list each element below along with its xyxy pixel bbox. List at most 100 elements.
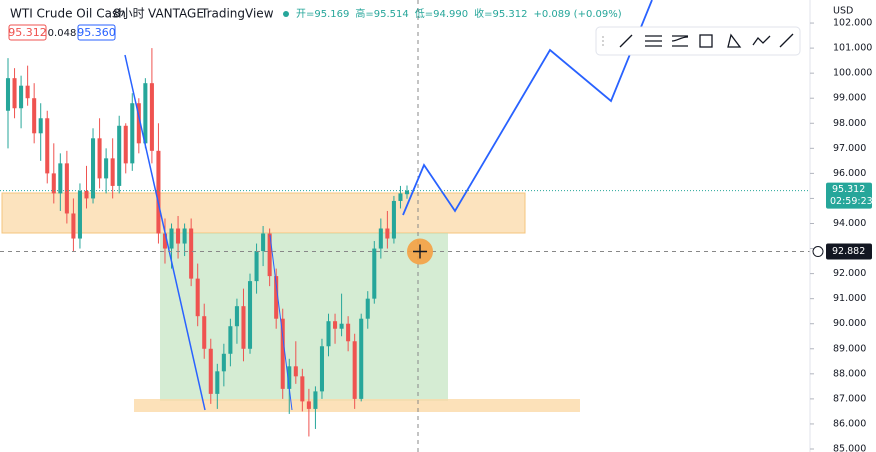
candle-body (208, 348, 213, 394)
countdown: 02:59:23 (830, 196, 873, 207)
candle-body (300, 376, 305, 402)
tool-path[interactable] (752, 35, 771, 46)
candle-body (156, 150, 161, 234)
candle-body (202, 316, 207, 349)
y-tick-label: 86.000 (833, 418, 866, 429)
projection-path[interactable] (402, 0, 653, 216)
ohlc-value: +0.089 (+0.09%) (534, 9, 622, 20)
candle-body (71, 213, 76, 239)
drawing-toolbar (595, 26, 801, 56)
candle-body (136, 103, 141, 144)
candle-body (189, 228, 194, 279)
last-price-label: 95.312 (832, 184, 865, 195)
ohlc-value: 开=95.169 (296, 9, 349, 20)
candle-body (326, 321, 331, 347)
candle-body (123, 125, 128, 164)
tool-fib[interactable] (645, 35, 662, 47)
header: WTI Crude Oil Cash 8小时 VANTAGE TradingVi… (8, 7, 622, 41)
candle-body (261, 233, 266, 252)
candle-body (306, 401, 311, 409)
broker: VANTAGE (148, 7, 204, 21)
tool-channel[interactable] (671, 35, 689, 47)
ohlc-value: 收=95.312 (474, 7, 527, 20)
candle-body (352, 341, 357, 399)
y-tick-label: 96.000 (833, 168, 866, 179)
y-tick-label: 94.000 (833, 218, 866, 229)
candle-body (182, 228, 187, 244)
candle-body (319, 346, 324, 392)
candle-body (84, 190, 89, 199)
crosshair-price-box (826, 243, 872, 260)
candle-body (221, 353, 226, 372)
candle-body (176, 228, 181, 244)
candle-body (359, 318, 364, 399)
candle-body (293, 366, 298, 377)
toolbar (595, 26, 801, 56)
y-tick-label: 85.000 (833, 443, 866, 452)
tool-line[interactable] (779, 33, 794, 48)
platform: TradingView (200, 7, 274, 21)
candle-body (97, 138, 102, 179)
add-alert (812, 246, 824, 258)
y-tick-label: 89.000 (833, 343, 866, 354)
candle-body (32, 98, 37, 134)
candle-body (64, 163, 69, 214)
target-zone[interactable] (160, 233, 448, 401)
candle-body (404, 190, 410, 195)
overlay (0, 190, 810, 265)
candle-body (91, 138, 96, 199)
y-tick-label: 90.000 (833, 318, 866, 329)
symbol: WTI Crude Oil Cash (10, 7, 126, 21)
y-tick-label: 97.000 (833, 143, 866, 154)
candle-body (12, 78, 17, 109)
ask-box[interactable] (77, 24, 116, 41)
y-tick-label: 98.000 (833, 118, 866, 129)
candle-body (117, 125, 122, 186)
ask: 95.360 (77, 26, 116, 39)
candle-body (267, 233, 272, 277)
trend-line[interactable] (124, 54, 206, 411)
tool-rect[interactable] (699, 34, 713, 48)
candle-body (130, 103, 135, 164)
support-zone[interactable] (134, 399, 580, 412)
candle-body (287, 366, 292, 389)
candle-body (234, 306, 239, 327)
bid-box[interactable] (8, 24, 47, 41)
status-dot (283, 11, 289, 17)
y-tick-label: 91.000 (833, 293, 866, 304)
spread: 0.048 (48, 28, 77, 39)
tool-triangle[interactable] (727, 33, 742, 48)
candle-body (215, 371, 220, 394)
y-tick-label: 92.000 (833, 268, 866, 279)
candle-body (346, 323, 351, 342)
candle-body (372, 248, 377, 299)
candle-body (228, 326, 233, 354)
candle-body (51, 173, 56, 194)
candle-body (58, 163, 63, 194)
candle-body (365, 298, 370, 319)
candle-body (398, 193, 403, 201)
candle-body (5, 78, 11, 111)
candle-body (149, 83, 154, 151)
candle-body (333, 321, 338, 329)
candle-body (143, 83, 148, 144)
trend-line[interactable] (269, 234, 293, 411)
candle-body (169, 228, 174, 249)
y-tick-label: 101.000 (833, 43, 872, 54)
candle-body (195, 278, 200, 317)
crosshair-price-label: 92.882 (832, 246, 865, 257)
candle-body (378, 228, 383, 249)
y-tick-label: 100.000 (833, 68, 872, 79)
tool-trend[interactable] (619, 34, 633, 48)
y-tick-label: 99.000 (833, 93, 866, 104)
candle-body (25, 85, 30, 99)
candle-body (391, 200, 396, 239)
y-tick-label: 102.000 (833, 18, 872, 29)
y-tick-label: 87.000 (833, 393, 866, 404)
candle-body (339, 323, 344, 329)
candle-body (45, 118, 50, 174)
candle-body (110, 158, 115, 186)
candle-body (241, 306, 246, 349)
candle-body (385, 228, 390, 239)
